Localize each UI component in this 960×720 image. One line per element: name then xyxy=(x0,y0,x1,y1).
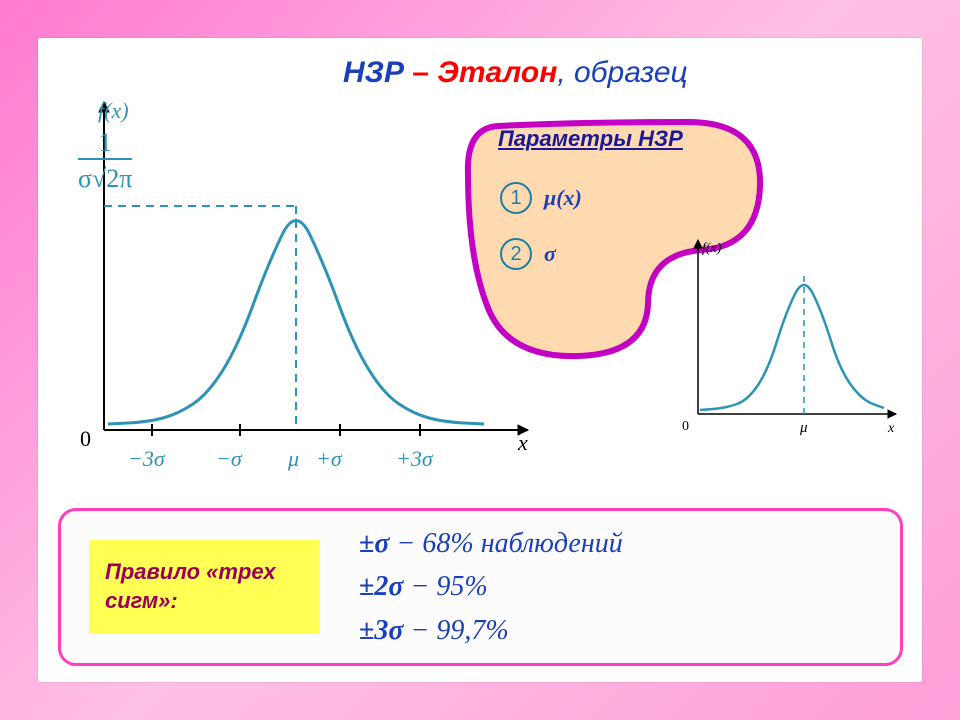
svg-text:f(x): f(x) xyxy=(702,241,722,256)
title-sample: , образец xyxy=(557,56,687,89)
small-chart-svg: f(x) 0 μ x xyxy=(678,238,908,448)
origin-label: 0 xyxy=(80,426,91,452)
x-tick-label: +3σ xyxy=(396,446,433,472)
parameters-title: Параметры НЗР xyxy=(498,126,683,152)
three-sigma-rule-box: Правило «трех сигм»: ±σ − 68% наблюдений… xyxy=(58,508,903,666)
param-number: 1 xyxy=(500,182,532,214)
rule-title: Правило «трех сигм»: xyxy=(89,540,319,633)
fraction-numerator: 1 xyxy=(78,128,132,160)
x-tick-label: −σ xyxy=(216,446,242,472)
param-symbol: μ(x) xyxy=(544,185,582,211)
fraction-denominator: σ√2π xyxy=(78,160,132,194)
param-symbol: σ xyxy=(544,241,556,267)
rule-line-2-rest: 95% xyxy=(436,571,487,602)
param-row: 1 μ(x) xyxy=(500,182,582,214)
y-axis-label: f(x) xyxy=(98,98,129,124)
svg-text:μ: μ xyxy=(799,420,808,436)
title-etalon: – Эталон xyxy=(404,56,557,89)
param-row: 2 σ xyxy=(500,238,556,270)
svg-text:x: x xyxy=(887,421,895,436)
title-acronym: НЗР xyxy=(343,56,404,89)
x-tick-label: +σ xyxy=(316,446,342,472)
small-distribution-chart: f(x) 0 μ x xyxy=(678,238,908,448)
param-number: 2 xyxy=(500,238,532,270)
page-title: НЗР – Эталон, образец xyxy=(343,56,688,90)
svg-text:0: 0 xyxy=(682,419,689,434)
x-tick-label: −3σ xyxy=(128,446,165,472)
peak-value-fraction: 1 σ√2π xyxy=(78,128,132,194)
mu-tick-label: μ xyxy=(288,446,299,472)
rule-line-3-rest: 99,7% xyxy=(436,615,508,646)
rule-line-1-rest: 68% наблюдений xyxy=(422,528,622,559)
rule-lines: ±σ − 68% наблюдений ±2σ − 95% ±3σ − 99,7… xyxy=(359,522,623,652)
x-axis-label: x xyxy=(518,430,528,456)
